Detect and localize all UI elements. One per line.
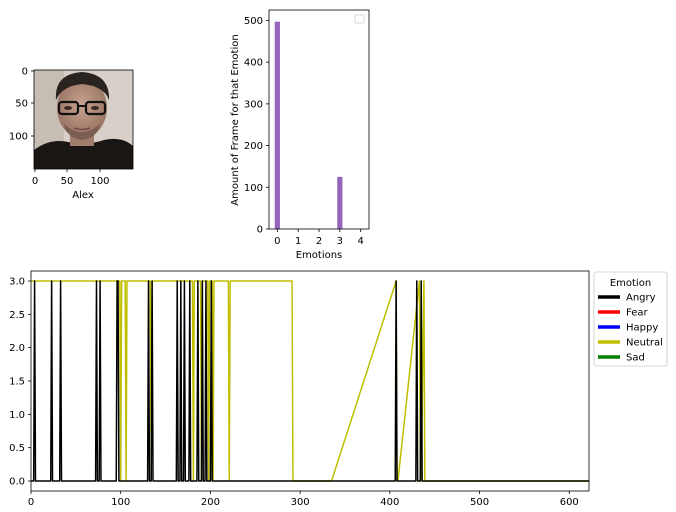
bar-ylabel: Amount of Frame for that Emotion [230,34,241,205]
legend-title: Emotion [610,278,651,289]
bar-x-tick-label: 1 [295,236,301,247]
legend-entries: Angry Fear Happy Neutral Sad [598,293,663,364]
emotion-bar-chart: 0 100 200 300 400 500 0 1 2 3 4 Emotions Amount o… [230,9,370,261]
line-y-ticks: 0.0 0.5 1.0 1.5 2.0 2.5 3.0 [9,277,31,488]
emotion-legend: Emotion Angry Fear Happy Neutral Sad [593,271,668,367]
face-xlabel: Alex [72,190,94,201]
bar-emotion-0 [274,21,280,230]
bar-x-tick-label: 2 [316,236,322,247]
emotion-timeline-chart: 0.0 0.5 1.0 1.5 2.0 2.5 3.0 0 100 200 300 400 500 60… [9,270,668,508]
face-image-panel: 0 50 100 0 50 100 Alex [9,67,134,201]
face-photo [34,70,133,169]
line-x-ticks: 0 100 200 300 400 500 600 [28,491,579,508]
line-x-tick-label: 400 [380,497,399,508]
face-y-tick-label: 0 [22,67,28,78]
line-y-tick-label: 1.0 [9,410,25,421]
line-x-tick-label: 600 [560,497,579,508]
bar-xlabel: Emotions [296,250,343,261]
series-line-neutral [31,280,589,482]
line-axes-frame [30,270,590,492]
line-x-tick-label: 200 [201,497,220,508]
line-x-tick-label: 300 [291,497,310,508]
bar-x-tick-label: 0 [274,236,280,247]
bar-y-ticks: 0 100 200 300 400 500 [244,16,269,236]
legend-label-sad: Sad [626,353,645,364]
bar-x-tick-label: 3 [337,236,343,247]
face-x-tick-label: 0 [32,176,38,187]
bar-x-ticks: 0 1 2 3 4 [274,229,364,247]
face-x-ticks: 0 50 100 [32,169,110,187]
line-x-tick-label: 500 [470,497,489,508]
line-y-tick-label: 0.0 [9,477,25,488]
legend-label-neutral: Neutral [626,338,663,349]
bar-axes-frame [268,9,370,230]
legend-label-fear: Fear [626,308,648,319]
bar-marks [274,21,343,230]
bar-emotion-3 [337,176,343,229]
line-x-tick-label: 0 [28,497,34,508]
empty-legend-box [354,14,365,24]
bar-y-tick-label: 100 [244,183,263,194]
face-y-ticks: 0 50 100 [9,67,34,143]
bar-y-tick-label: 400 [244,58,263,69]
bar-y-tick-label: 200 [244,141,263,152]
line-y-tick-label: 0.5 [9,443,25,454]
bar-x-tick-label: 4 [357,236,363,247]
legend-label-happy: Happy [626,323,658,334]
face-y-tick-label: 100 [9,132,28,143]
face-x-tick-label: 50 [61,176,74,187]
bar-y-tick-label: 500 [244,16,263,27]
line-marks [31,280,589,482]
series-line-angry [31,280,589,482]
line-x-tick-label: 100 [111,497,130,508]
line-y-tick-label: 3.0 [9,277,25,288]
bar-y-tick-label: 300 [244,99,263,110]
bar-y-tick-label: 0 [257,225,263,236]
line-y-tick-label: 1.5 [9,377,25,388]
legend-label-angry: Angry [626,293,656,304]
face-x-tick-label: 100 [90,176,109,187]
line-y-tick-label: 2.0 [9,343,25,354]
face-y-tick-label: 50 [15,99,28,110]
line-y-tick-label: 2.5 [9,310,25,321]
